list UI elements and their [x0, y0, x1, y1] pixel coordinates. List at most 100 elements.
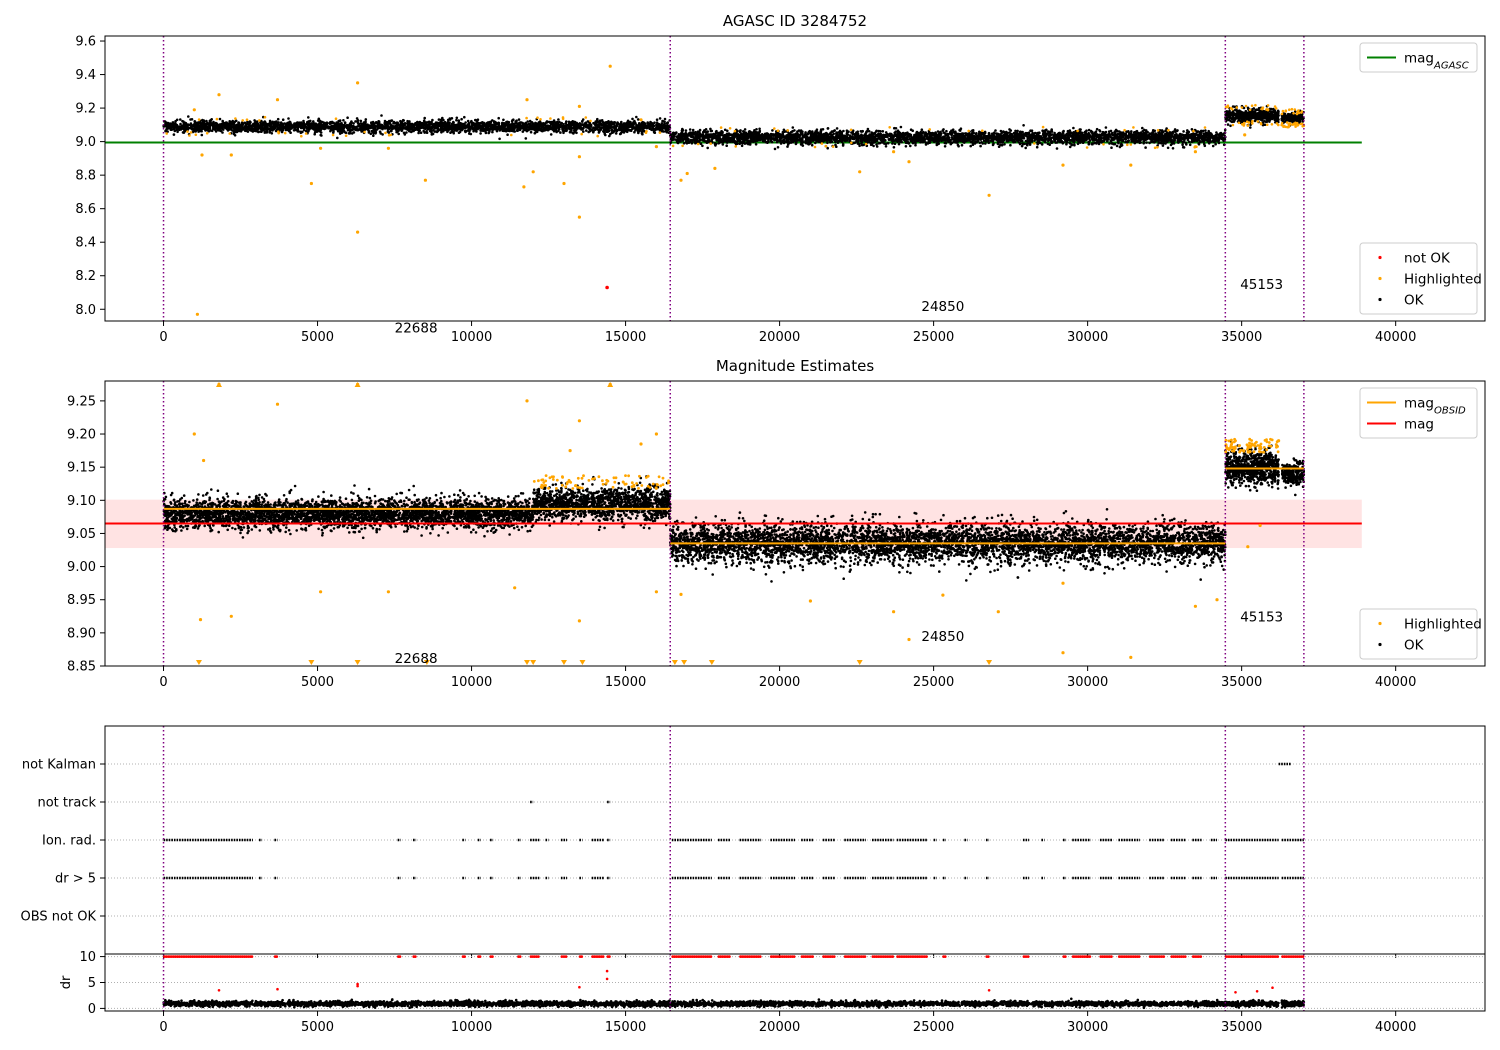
ok-point	[427, 123, 430, 127]
ok-point	[342, 119, 345, 122]
ok-point	[462, 122, 465, 126]
ok-point	[362, 124, 366, 128]
ok-point	[884, 142, 888, 146]
ok-point	[609, 126, 612, 130]
ok-point	[1098, 129, 1101, 132]
ok-point	[186, 123, 190, 126]
ok-point	[339, 129, 343, 133]
ok-point	[459, 126, 462, 129]
ok-point	[495, 126, 499, 129]
ok-point	[1055, 147, 1059, 150]
ok-point	[377, 120, 380, 123]
ok-point	[182, 127, 185, 130]
ok-point	[259, 121, 262, 124]
ok-point	[600, 119, 604, 122]
ok-point	[244, 127, 248, 131]
ok-point	[359, 119, 363, 123]
ok-point	[1041, 129, 1044, 132]
ok-point	[631, 117, 634, 121]
ok-point	[634, 128, 637, 131]
ok-point	[699, 142, 703, 145]
ok-point	[564, 126, 568, 130]
ok-point	[309, 122, 313, 126]
ok-point	[539, 124, 543, 127]
ok-point	[507, 125, 511, 128]
ok-point	[603, 128, 607, 132]
ok-point	[452, 121, 455, 125]
ok-point	[507, 121, 510, 124]
ok-point	[1115, 144, 1119, 148]
ok-point	[624, 126, 627, 129]
ok-point	[641, 127, 645, 131]
ok-point	[653, 121, 656, 124]
ok-point	[232, 130, 236, 134]
ok-point	[622, 122, 626, 125]
ok-point	[826, 146, 829, 150]
ok-point	[1104, 126, 1108, 129]
ok-point	[401, 118, 405, 122]
ok-point	[433, 126, 437, 129]
ok-point	[189, 127, 193, 130]
ok-point	[466, 119, 470, 123]
ok-point	[472, 126, 476, 130]
ok-point	[659, 123, 663, 127]
ok-point	[629, 129, 633, 132]
ok-point	[209, 119, 212, 122]
ok-point	[581, 123, 584, 126]
ok-point	[351, 125, 354, 128]
ok-point	[1185, 143, 1188, 146]
ok-point	[607, 120, 610, 123]
ok-point	[279, 127, 283, 130]
ok-point	[212, 120, 215, 124]
ok-point	[486, 122, 489, 125]
ok-point	[903, 139, 907, 143]
ok-point	[336, 121, 340, 125]
ok-point	[497, 116, 501, 120]
ok-point	[170, 128, 174, 131]
ok-point	[625, 130, 629, 134]
ok-point	[451, 128, 454, 131]
ok-point	[197, 127, 200, 130]
ok-point	[688, 128, 692, 131]
ok-point	[185, 126, 189, 130]
ok-point	[212, 126, 215, 130]
ok-point	[597, 125, 601, 129]
ok-point	[633, 130, 636, 134]
ok-point	[173, 129, 177, 133]
ok-point	[506, 128, 509, 132]
ok-point	[205, 122, 209, 125]
ok-point	[172, 133, 176, 136]
ok-point	[470, 126, 473, 130]
ok-point	[951, 128, 955, 131]
ok-point	[638, 129, 641, 133]
ok-point	[226, 126, 230, 130]
ok-point	[296, 129, 300, 132]
ok-point	[416, 128, 420, 131]
ok-point	[397, 129, 400, 132]
ok-point	[493, 123, 497, 127]
ok-point	[372, 134, 375, 137]
ok-point	[404, 127, 408, 130]
ok-point	[534, 130, 538, 134]
ok-point	[371, 131, 375, 134]
ok-point	[209, 122, 213, 125]
ok-point	[309, 126, 312, 130]
ok-point	[319, 133, 323, 137]
ok-point	[551, 124, 555, 128]
ok-point	[897, 142, 901, 146]
ok-point	[551, 128, 555, 132]
ok-point	[430, 133, 434, 136]
ok-point	[909, 128, 913, 131]
ok-point	[475, 130, 478, 133]
ok-point	[437, 124, 440, 128]
ok-point	[506, 133, 509, 136]
ok-point	[530, 124, 534, 127]
ok-point	[1117, 141, 1120, 145]
ok-point	[304, 129, 308, 133]
ok-point	[442, 118, 445, 122]
ok-point	[364, 118, 368, 121]
ok-point	[920, 128, 924, 131]
ok-point	[423, 116, 427, 120]
ok-point	[216, 127, 219, 130]
